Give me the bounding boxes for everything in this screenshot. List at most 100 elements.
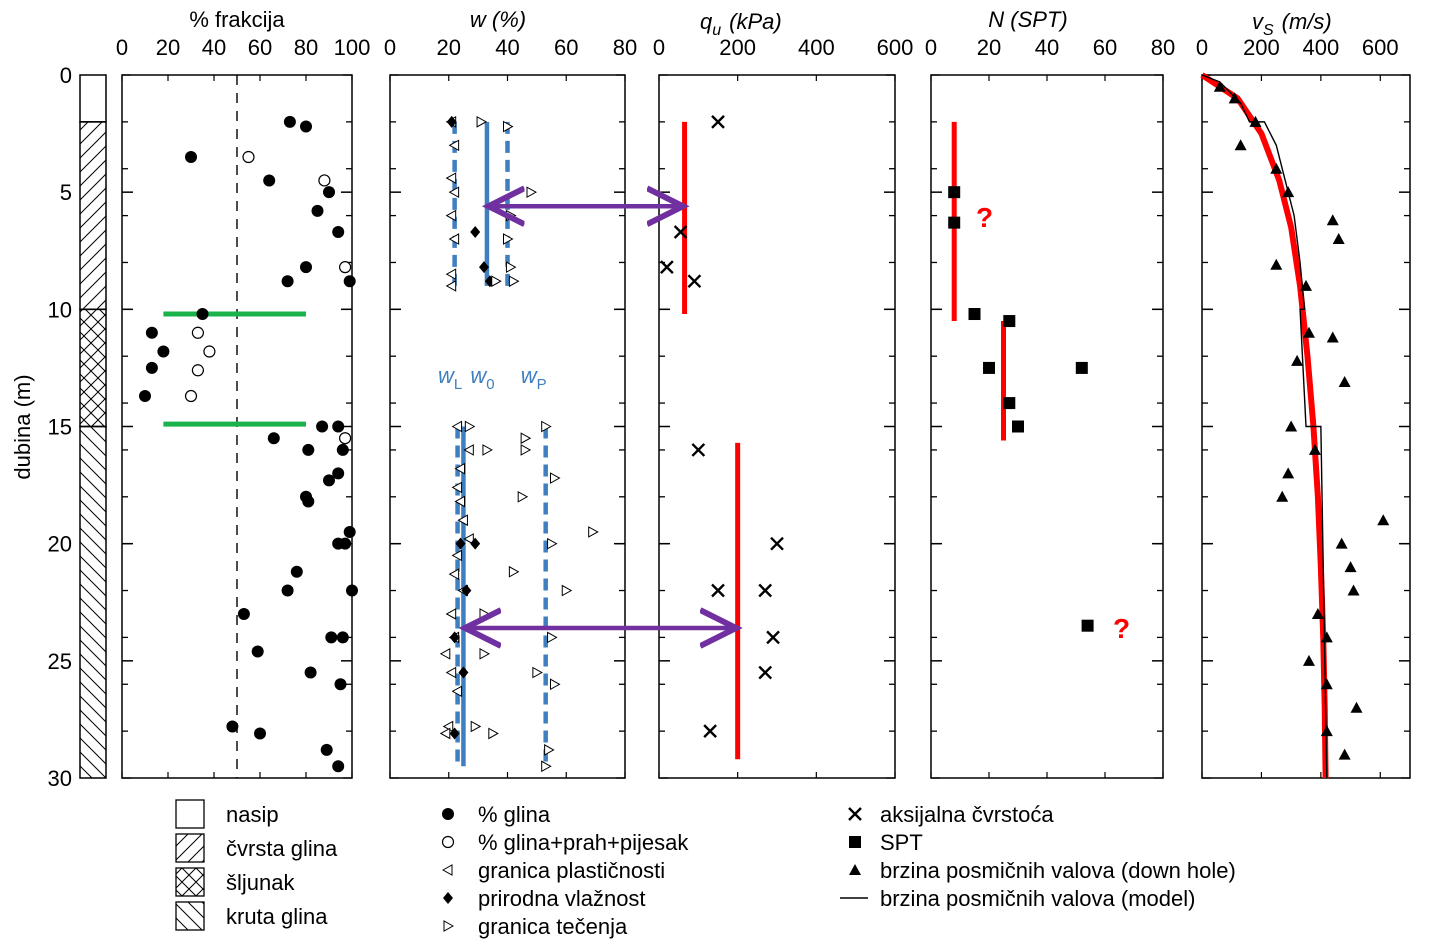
data-point [1320, 725, 1333, 737]
data-point [281, 584, 294, 597]
data-point [541, 760, 552, 773]
x-tick-label: 0 [925, 35, 937, 60]
data-point [445, 666, 457, 679]
data-point [304, 666, 317, 679]
data-point [454, 495, 465, 508]
data-point [691, 443, 706, 457]
data-point [1075, 361, 1088, 374]
data-point [1228, 92, 1241, 104]
legend-label: šljunak [226, 870, 295, 895]
data-point [445, 280, 457, 292]
data-point [758, 665, 773, 680]
stratum-šljunak [79, 308, 107, 428]
legend-label: brzina posmičnih valova (model) [880, 886, 1195, 911]
data-point [711, 583, 725, 598]
legend-label: čvrsta glina [226, 836, 338, 861]
data-point [1300, 279, 1312, 291]
data-point [455, 537, 466, 550]
legend-marker [849, 836, 861, 848]
legend-label: prirodna vlažnost [478, 886, 646, 911]
w-labels: wL w0 wP [438, 363, 547, 394]
depth-tick-label: 0 [60, 63, 72, 88]
data-point [476, 116, 488, 128]
data-point [711, 115, 725, 129]
x-tick-label: 80 [613, 35, 637, 60]
vs-model-line [1201, 74, 1328, 779]
data-point [517, 490, 529, 503]
data-point [550, 678, 561, 691]
data-point [325, 631, 338, 644]
data-point [1311, 607, 1324, 619]
data-point [451, 549, 463, 562]
data-point [191, 326, 204, 339]
data-point [461, 584, 472, 597]
data-point [1347, 584, 1360, 596]
data-point [339, 432, 352, 445]
data-point [311, 204, 324, 217]
data-point [503, 120, 514, 133]
x-tick-label: 400 [1302, 35, 1339, 60]
legend-marker [441, 864, 453, 876]
x-tick-label: 20 [437, 35, 461, 60]
data-point [547, 537, 558, 550]
x-tick-label: 200 [719, 35, 756, 60]
data-point [449, 631, 460, 644]
data-point [703, 724, 717, 738]
data-point [281, 275, 294, 288]
data-point [1291, 354, 1304, 366]
data-point [445, 172, 457, 184]
data-point [336, 443, 349, 456]
data-point [449, 727, 460, 740]
data-point [334, 678, 347, 691]
data-point [320, 743, 333, 756]
data-point [520, 444, 532, 456]
data-point [766, 630, 780, 645]
depth-tick-labels: 0 5 10 15 20 25 30 [48, 63, 72, 791]
data-point [332, 467, 345, 480]
data-point [157, 345, 170, 358]
x-tick-label: 0 [384, 35, 396, 60]
data-point [1302, 654, 1315, 666]
x-tick-label: 20 [156, 35, 180, 60]
data-point [439, 727, 451, 740]
data-point [660, 260, 674, 275]
data-point [491, 275, 502, 288]
data-point [254, 727, 266, 740]
data-point [588, 526, 599, 538]
data-point [482, 444, 493, 456]
x-tick-label: 60 [248, 35, 272, 60]
data-point [550, 472, 561, 484]
data-point [267, 432, 280, 445]
data-point [520, 432, 532, 445]
x-tick-label: 0 [1196, 35, 1208, 60]
x-tick-label: 400 [798, 35, 835, 60]
data-point [283, 115, 296, 128]
data-point [263, 174, 276, 187]
data-point [770, 536, 784, 551]
data-point [145, 361, 158, 374]
data-point [290, 565, 303, 578]
data-point [316, 420, 329, 433]
depth-tick-label: 10 [48, 297, 72, 322]
data-point [332, 760, 345, 773]
data-point [479, 647, 491, 660]
x-tick-label: 60 [1093, 35, 1117, 60]
data-point [145, 326, 158, 339]
legend-label: % glina+prah+pijesak [478, 830, 689, 855]
data-point [532, 666, 543, 679]
stratum-nasip [79, 74, 107, 123]
data-point [1335, 537, 1348, 549]
x-tick-label: 600 [1362, 35, 1399, 60]
legend-swatch [175, 833, 205, 863]
data-point [505, 261, 517, 274]
data-point [1213, 80, 1226, 92]
data-point [323, 186, 335, 199]
data-point [541, 420, 552, 433]
panel-title-qu: qu (kPa) [700, 9, 782, 39]
data-point [300, 120, 312, 133]
legend-label: aksijalna čvrstoća [880, 802, 1054, 827]
stratum-čvrsta-glina [79, 121, 107, 311]
vs-unit: (m/s) [1282, 9, 1332, 34]
data-point [479, 261, 489, 274]
